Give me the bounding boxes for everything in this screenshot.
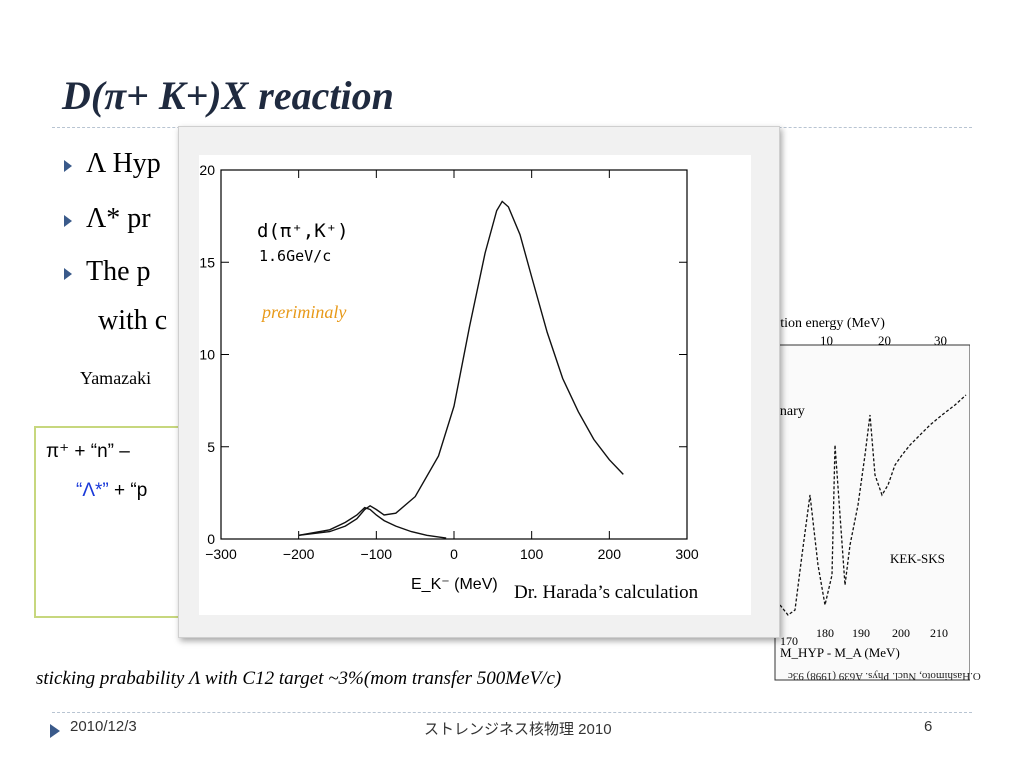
footer-date: 2010/12/3 bbox=[70, 718, 137, 735]
bullet-arrow-icon bbox=[64, 267, 72, 280]
chart-annotation-reaction: d(π⁺,K⁺) bbox=[257, 220, 349, 242]
equation-line-1: π⁺ + “n” – bbox=[46, 441, 130, 462]
bullet-2: Λ* pr bbox=[64, 203, 151, 235]
citation-text: Yamazaki bbox=[80, 368, 152, 388]
series-line bbox=[298, 506, 447, 539]
y-tick-label: 10 bbox=[199, 347, 215, 363]
footer-divider bbox=[52, 712, 972, 713]
x-tick-label: −100 bbox=[361, 546, 393, 562]
harada-chart: −300 −200 −100 0 100 200 300 0 5 10 15 20 d(π⁺,K⁺) 1.… bbox=[199, 155, 751, 615]
spectrum-trace bbox=[779, 394, 967, 616]
bullet-text: Λ Hyp bbox=[86, 148, 161, 179]
slide-title: D(π+ K+)X reaction bbox=[62, 73, 394, 118]
x-tick-label: −300 bbox=[205, 546, 237, 562]
bullet-continuation: with c bbox=[98, 305, 168, 336]
y-tick-label: 5 bbox=[207, 439, 215, 455]
bottom-tick: 190 bbox=[852, 626, 870, 640]
top-axis-label: citation energy (MeV) bbox=[760, 316, 885, 331]
preliminary-fragment: inary bbox=[776, 404, 805, 419]
bullet-text: The p bbox=[86, 256, 151, 287]
y-tick-label: 15 bbox=[199, 254, 215, 270]
x-tick-label: −200 bbox=[283, 546, 315, 562]
top-tick: 30 bbox=[934, 333, 947, 348]
footer-arrow-icon bbox=[50, 724, 60, 738]
equation-line-2: “Λ*” + “p bbox=[76, 480, 147, 502]
bottom-axis-label: M_HYP - M_A (MeV) bbox=[780, 645, 900, 660]
bullet-arrow-icon bbox=[64, 214, 72, 227]
bottom-tick: 210 bbox=[930, 626, 948, 640]
bullet-3: The p bbox=[64, 256, 151, 288]
x-tick-label: 0 bbox=[450, 546, 458, 562]
bottom-tick: 180 bbox=[816, 626, 834, 640]
x-tick-label: 300 bbox=[675, 546, 699, 562]
x-tick-label: 200 bbox=[598, 546, 622, 562]
bullet-text: Λ* pr bbox=[86, 203, 151, 234]
top-tick: 10 bbox=[820, 333, 833, 348]
y-tick-label: 0 bbox=[207, 531, 215, 547]
harada-label: Dr. Harada’s calculation bbox=[510, 582, 703, 604]
inset-label: KEK-SKS bbox=[890, 551, 945, 566]
bullet-1: Λ Hyp bbox=[64, 148, 161, 180]
x-axis-label: E_K⁻ (MeV) bbox=[411, 576, 498, 593]
preliminary-label: preriminaly bbox=[262, 302, 347, 322]
footer-title: ストレンジネス核物理 2010 bbox=[424, 721, 612, 738]
reference-text: O.Hashimoto, Nucl. Phys. A639 (1998) 93c bbox=[788, 670, 981, 682]
sticking-note: sticking prabability Λ with C12 target ~… bbox=[36, 668, 562, 689]
chart-annotation-momentum: 1.6GeV/c bbox=[259, 247, 331, 265]
equation-rest: + “p bbox=[114, 480, 148, 501]
kek-sks-spectrum-figure: citation energy (MeV) 10 20 30 inary KEK… bbox=[630, 305, 971, 700]
harada-calculation-panel: −300 −200 −100 0 100 200 300 0 5 10 15 20 d(π⁺,K⁺) 1.… bbox=[178, 126, 780, 638]
lambda-star-term: “Λ*” bbox=[76, 480, 109, 501]
page-number: 6 bbox=[924, 718, 933, 735]
bullet-arrow-icon bbox=[64, 159, 72, 172]
bottom-tick: 200 bbox=[892, 626, 910, 640]
y-tick-label: 20 bbox=[199, 162, 215, 178]
spectrum-plot: citation energy (MeV) 10 20 30 inary KEK… bbox=[760, 316, 971, 681]
top-tick: 20 bbox=[878, 333, 891, 348]
series-line bbox=[298, 200, 624, 536]
bottom-tick: 170 bbox=[780, 634, 798, 648]
x-tick-label: 100 bbox=[520, 546, 544, 562]
